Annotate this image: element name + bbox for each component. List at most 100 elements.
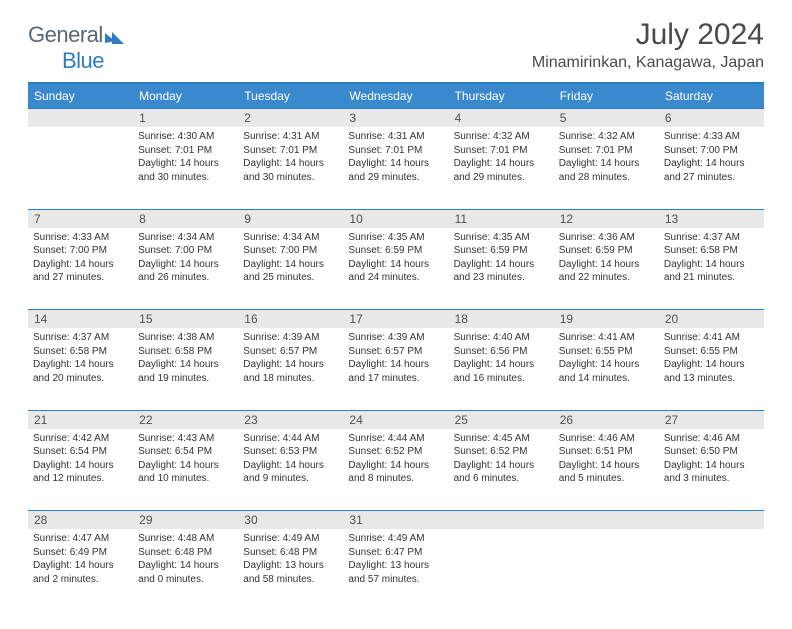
daylight-text: and 3 minutes. bbox=[664, 472, 759, 486]
daylight-text: and 26 minutes. bbox=[138, 271, 233, 285]
day-number: 17 bbox=[343, 310, 448, 328]
daylight-text: Daylight: 14 hours bbox=[348, 358, 443, 372]
daylight-text: and 30 minutes. bbox=[243, 171, 338, 185]
day-cell: Sunrise: 4:39 AMSunset: 6:57 PMDaylight:… bbox=[238, 328, 343, 389]
daylight-text: Daylight: 14 hours bbox=[33, 358, 128, 372]
day-number-empty bbox=[449, 511, 554, 529]
sunset-text: Sunset: 6:52 PM bbox=[348, 445, 443, 459]
sunrise-text: Sunrise: 4:43 AM bbox=[138, 432, 233, 446]
day-cell: Sunrise: 4:35 AMSunset: 6:59 PMDaylight:… bbox=[343, 228, 448, 289]
sunrise-text: Sunrise: 4:35 AM bbox=[348, 231, 443, 245]
day-cell: Sunrise: 4:38 AMSunset: 6:58 PMDaylight:… bbox=[133, 328, 238, 389]
day-cell: Sunrise: 4:46 AMSunset: 6:51 PMDaylight:… bbox=[554, 429, 659, 490]
day-number: 13 bbox=[659, 210, 764, 228]
sunset-text: Sunset: 6:57 PM bbox=[243, 345, 338, 359]
sunset-text: Sunset: 6:59 PM bbox=[454, 244, 549, 258]
sunrise-text: Sunrise: 4:44 AM bbox=[348, 432, 443, 446]
sunset-text: Sunset: 6:57 PM bbox=[348, 345, 443, 359]
day-number: 25 bbox=[449, 411, 554, 429]
sunrise-text: Sunrise: 4:49 AM bbox=[243, 532, 338, 546]
sunrise-text: Sunrise: 4:33 AM bbox=[33, 231, 128, 245]
empty-cell bbox=[449, 529, 554, 611]
daylight-text: and 23 minutes. bbox=[454, 271, 549, 285]
sunrise-text: Sunrise: 4:35 AM bbox=[454, 231, 549, 245]
header-thursday: Thursday bbox=[449, 83, 554, 109]
week-number-row: 78910111213 bbox=[28, 209, 764, 228]
daylight-text: Daylight: 14 hours bbox=[559, 358, 654, 372]
day-number: 26 bbox=[554, 411, 659, 429]
sunset-text: Sunset: 6:47 PM bbox=[348, 546, 443, 560]
logo-text-blue: Blue bbox=[62, 48, 104, 73]
sunrise-text: Sunrise: 4:34 AM bbox=[243, 231, 338, 245]
sunrise-text: Sunrise: 4:42 AM bbox=[33, 432, 128, 446]
sunset-text: Sunset: 7:01 PM bbox=[243, 144, 338, 158]
day-number-empty bbox=[659, 511, 764, 529]
daylight-text: Daylight: 14 hours bbox=[33, 258, 128, 272]
daylight-text: Daylight: 14 hours bbox=[33, 559, 128, 573]
daylight-text: Daylight: 14 hours bbox=[348, 258, 443, 272]
day-number: 29 bbox=[133, 511, 238, 529]
sunset-text: Sunset: 6:58 PM bbox=[138, 345, 233, 359]
day-cell: Sunrise: 4:35 AMSunset: 6:59 PMDaylight:… bbox=[449, 228, 554, 289]
weekday-header-row: Sunday Monday Tuesday Wednesday Thursday… bbox=[28, 83, 764, 109]
daylight-text: and 18 minutes. bbox=[243, 372, 338, 386]
day-number: 6 bbox=[659, 109, 764, 127]
daylight-text: Daylight: 14 hours bbox=[243, 258, 338, 272]
daylight-text: Daylight: 14 hours bbox=[33, 459, 128, 473]
daylight-text: and 12 minutes. bbox=[33, 472, 128, 486]
sunset-text: Sunset: 6:59 PM bbox=[559, 244, 654, 258]
sunrise-text: Sunrise: 4:46 AM bbox=[664, 432, 759, 446]
sunset-text: Sunset: 7:01 PM bbox=[348, 144, 443, 158]
logo: General bbox=[28, 22, 124, 48]
day-number: 21 bbox=[28, 411, 133, 429]
sunset-text: Sunset: 6:58 PM bbox=[664, 244, 759, 258]
daylight-text: and 13 minutes. bbox=[664, 372, 759, 386]
day-number: 23 bbox=[238, 411, 343, 429]
daylight-text: and 57 minutes. bbox=[348, 573, 443, 587]
daylight-text: Daylight: 14 hours bbox=[559, 459, 654, 473]
day-number: 22 bbox=[133, 411, 238, 429]
daylight-text: Daylight: 14 hours bbox=[664, 358, 759, 372]
week-number-row: 123456 bbox=[28, 109, 764, 128]
sunrise-text: Sunrise: 4:41 AM bbox=[664, 331, 759, 345]
calendar-page: General July 2024 Minamirinkan, Kanagawa… bbox=[0, 0, 792, 629]
sunrise-text: Sunrise: 4:46 AM bbox=[559, 432, 654, 446]
day-number: 5 bbox=[554, 109, 659, 127]
sunrise-text: Sunrise: 4:36 AM bbox=[559, 231, 654, 245]
day-cell: Sunrise: 4:45 AMSunset: 6:52 PMDaylight:… bbox=[449, 429, 554, 490]
empty-cell bbox=[554, 529, 659, 611]
day-number-empty bbox=[28, 109, 133, 127]
daylight-text: Daylight: 14 hours bbox=[454, 459, 549, 473]
daylight-text: Daylight: 14 hours bbox=[454, 157, 549, 171]
sunrise-text: Sunrise: 4:41 AM bbox=[559, 331, 654, 345]
week-content-row: Sunrise: 4:47 AMSunset: 6:49 PMDaylight:… bbox=[28, 529, 764, 611]
header-tuesday: Tuesday bbox=[238, 83, 343, 109]
daylight-text: and 6 minutes. bbox=[454, 472, 549, 486]
daylight-text: Daylight: 14 hours bbox=[138, 157, 233, 171]
day-number: 12 bbox=[554, 210, 659, 228]
week-content-row: Sunrise: 4:30 AMSunset: 7:01 PMDaylight:… bbox=[28, 127, 764, 209]
day-number: 15 bbox=[133, 310, 238, 328]
sunrise-text: Sunrise: 4:37 AM bbox=[33, 331, 128, 345]
sunrise-text: Sunrise: 4:32 AM bbox=[454, 130, 549, 144]
day-cell: Sunrise: 4:42 AMSunset: 6:54 PMDaylight:… bbox=[28, 429, 133, 490]
header-sunday: Sunday bbox=[28, 83, 133, 109]
day-number: 1 bbox=[133, 109, 238, 127]
day-number: 19 bbox=[554, 310, 659, 328]
day-cell: Sunrise: 4:44 AMSunset: 6:52 PMDaylight:… bbox=[343, 429, 448, 490]
sunrise-text: Sunrise: 4:33 AM bbox=[664, 130, 759, 144]
calendar-body: 123456Sunrise: 4:30 AMSunset: 7:01 PMDay… bbox=[28, 109, 764, 612]
sunset-text: Sunset: 6:54 PM bbox=[138, 445, 233, 459]
daylight-text: Daylight: 14 hours bbox=[243, 358, 338, 372]
daylight-text: and 24 minutes. bbox=[348, 271, 443, 285]
sunset-text: Sunset: 6:52 PM bbox=[454, 445, 549, 459]
sunset-text: Sunset: 6:58 PM bbox=[33, 345, 128, 359]
day-cell: Sunrise: 4:40 AMSunset: 6:56 PMDaylight:… bbox=[449, 328, 554, 389]
week-number-row: 28293031 bbox=[28, 511, 764, 530]
day-number: 20 bbox=[659, 310, 764, 328]
day-cell: Sunrise: 4:36 AMSunset: 6:59 PMDaylight:… bbox=[554, 228, 659, 289]
daylight-text: Daylight: 14 hours bbox=[348, 459, 443, 473]
day-number: 9 bbox=[238, 210, 343, 228]
day-cell: Sunrise: 4:30 AMSunset: 7:01 PMDaylight:… bbox=[133, 127, 238, 188]
week-number-row: 21222324252627 bbox=[28, 410, 764, 429]
